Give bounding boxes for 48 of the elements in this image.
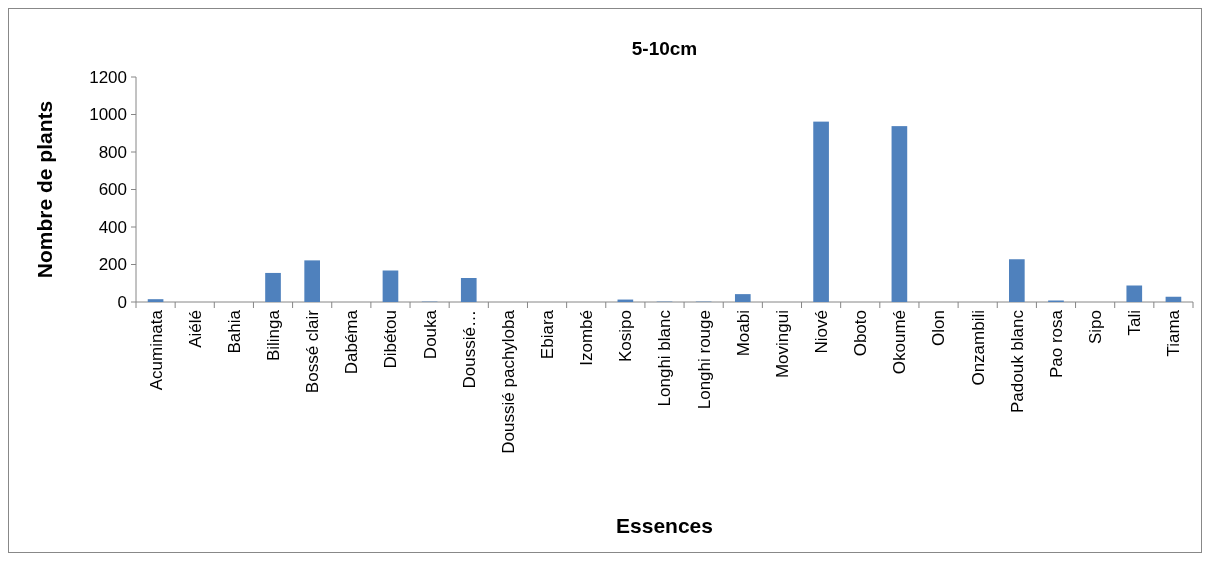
x-tick-label: Bilinga — [263, 309, 283, 362]
y-tick-label: 0 — [117, 292, 127, 312]
x-tick-label: Aiélé — [185, 310, 205, 348]
x-tick-label: Bahia — [224, 309, 244, 354]
bar — [891, 126, 908, 302]
bar — [1126, 285, 1143, 302]
bar — [265, 272, 281, 302]
y-axis-title: Nombre de plants — [33, 100, 56, 279]
x-tick-label: Okoumé — [890, 310, 910, 375]
bar — [304, 260, 320, 302]
x-tick-label: Dabéma — [342, 309, 362, 375]
x-tick-label: Moabi — [733, 310, 753, 357]
x-axis-title: Essences — [616, 514, 713, 537]
bar — [813, 121, 829, 302]
x-tick-label: Ebiara — [538, 309, 558, 360]
y-tick-label: 1200 — [89, 67, 127, 87]
bar — [734, 294, 751, 302]
y-tick-label: 400 — [98, 217, 127, 237]
x-tick-label: Onzambili — [968, 310, 988, 386]
x-tick-label: Movingui — [772, 310, 792, 379]
bar — [460, 278, 477, 302]
x-tick-label: Douka — [420, 309, 440, 360]
x-tick-label: Tiama — [1164, 309, 1184, 357]
bar — [147, 299, 164, 302]
y-tick-label: 200 — [98, 255, 127, 275]
bar — [1165, 296, 1182, 302]
x-tick-label: Niové — [812, 310, 832, 354]
bar — [382, 270, 399, 302]
x-tick-label: Dibétou — [381, 310, 401, 369]
x-tick-label: Oboto — [851, 310, 871, 357]
x-tick-label: Izombé — [577, 310, 597, 366]
chart-title: 5-10cm — [631, 38, 698, 59]
x-tick-label: Sipo — [1086, 310, 1106, 345]
bar — [1009, 259, 1025, 302]
x-tick-label: Pao rosa — [1046, 309, 1066, 379]
y-tick-label: 1000 — [89, 105, 127, 125]
x-tick-label: Acuminata — [146, 309, 166, 391]
y-tick-label: 800 — [98, 142, 127, 162]
x-tick-label: Padouk blanc — [1007, 309, 1027, 414]
x-tick-label: Bossé clair — [303, 309, 323, 394]
y-tick-label: 600 — [98, 180, 127, 200]
x-tick-label: Olon — [929, 310, 949, 346]
x-tick-label: Doussié… — [459, 310, 479, 389]
x-tick-label: Longhi rouge — [694, 310, 714, 410]
x-tick-label: Longhi blanc — [655, 309, 675, 407]
x-tick-label: Tali — [1125, 310, 1145, 336]
x-tick-label: Kosipo — [616, 310, 636, 362]
x-tick-label: Doussié pachyloba — [498, 309, 518, 454]
